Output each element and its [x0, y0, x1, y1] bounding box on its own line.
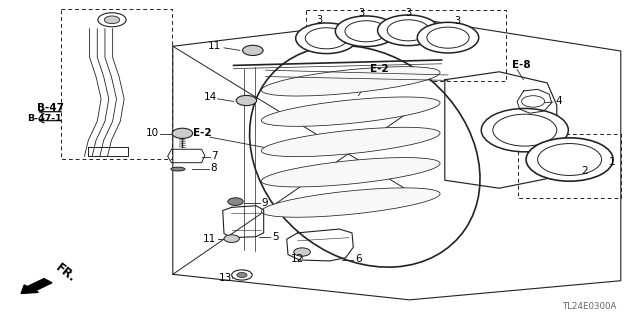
Text: 13: 13 — [218, 272, 232, 283]
Ellipse shape — [261, 67, 440, 96]
Text: 2: 2 — [581, 166, 588, 176]
Circle shape — [294, 248, 310, 256]
Text: E-2: E-2 — [370, 63, 388, 74]
Ellipse shape — [261, 127, 440, 157]
Circle shape — [172, 128, 193, 138]
Text: 6: 6 — [355, 254, 362, 264]
Ellipse shape — [250, 46, 480, 267]
Text: 8: 8 — [210, 163, 216, 174]
Circle shape — [232, 270, 252, 280]
Circle shape — [493, 114, 557, 146]
Circle shape — [296, 23, 357, 54]
Ellipse shape — [171, 167, 185, 171]
Text: 11: 11 — [203, 234, 216, 244]
Circle shape — [224, 235, 239, 242]
Circle shape — [237, 272, 247, 278]
Text: E-2: E-2 — [193, 128, 212, 138]
Circle shape — [345, 21, 387, 42]
Circle shape — [243, 45, 263, 56]
Circle shape — [335, 16, 397, 47]
Circle shape — [417, 22, 479, 53]
Text: 11: 11 — [208, 41, 221, 51]
Circle shape — [236, 95, 257, 106]
Text: 3: 3 — [358, 8, 365, 19]
Text: FR.: FR. — [53, 261, 79, 285]
Circle shape — [522, 96, 545, 107]
Ellipse shape — [261, 97, 440, 126]
Text: 5: 5 — [272, 232, 278, 242]
Text: 10: 10 — [146, 128, 159, 138]
Circle shape — [305, 28, 348, 49]
Text: 7: 7 — [211, 151, 218, 161]
Text: B-47: B-47 — [37, 103, 64, 114]
Text: 12: 12 — [291, 254, 304, 264]
Ellipse shape — [261, 158, 440, 187]
Circle shape — [104, 16, 120, 24]
Ellipse shape — [261, 188, 440, 217]
Text: 14: 14 — [204, 92, 217, 102]
Text: B-47-1: B-47-1 — [27, 114, 61, 122]
Text: 1: 1 — [609, 157, 616, 167]
Circle shape — [427, 27, 469, 48]
Text: 3: 3 — [454, 16, 461, 26]
Text: 3: 3 — [405, 8, 412, 18]
Text: 3: 3 — [317, 15, 323, 25]
Text: E-8: E-8 — [512, 60, 531, 70]
Circle shape — [481, 108, 568, 152]
Text: TL24E0300A: TL24E0300A — [563, 302, 618, 311]
Circle shape — [538, 144, 602, 175]
Circle shape — [228, 198, 243, 205]
FancyArrow shape — [21, 278, 52, 293]
Text: 4: 4 — [556, 96, 562, 107]
Circle shape — [387, 20, 429, 41]
Circle shape — [378, 15, 439, 46]
Circle shape — [526, 138, 613, 181]
Text: 9: 9 — [261, 197, 268, 208]
Circle shape — [98, 13, 126, 27]
